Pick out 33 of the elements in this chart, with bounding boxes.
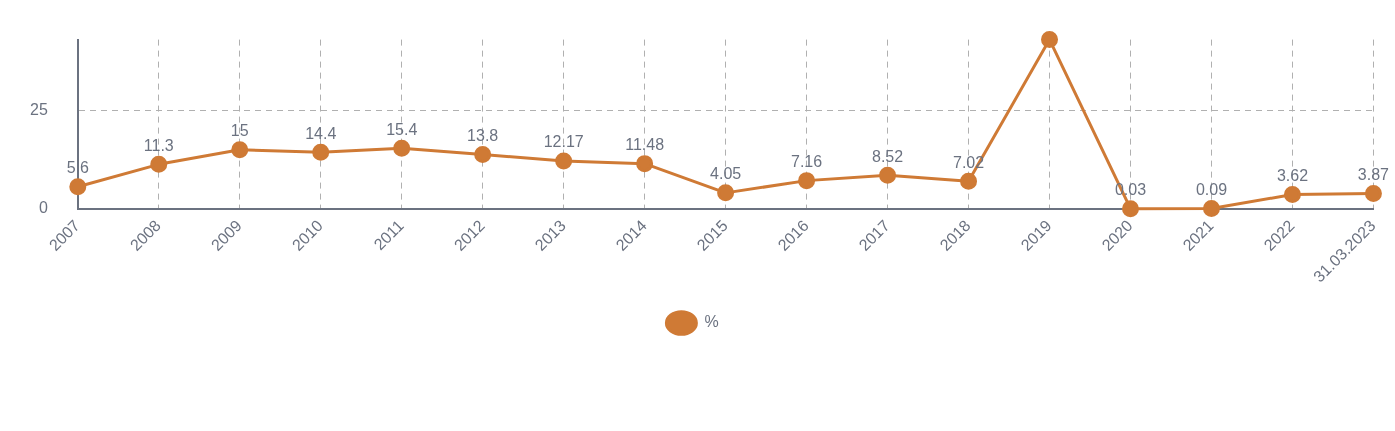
data-label: 14.4: [305, 124, 337, 142]
data-label: 0.09: [1195, 180, 1228, 198]
data-label: 8.52: [871, 147, 904, 165]
point: [393, 139, 411, 157]
data-label: 13.8: [467, 126, 499, 144]
legend-label: %: [704, 313, 719, 331]
y-tick-label: 25: [30, 100, 48, 118]
data-label: 4.05: [710, 165, 742, 183]
point: [636, 155, 654, 173]
y-tick-label: 0: [38, 199, 48, 217]
data-label: 15.4: [386, 120, 418, 138]
point: [150, 155, 168, 173]
point: [717, 184, 735, 202]
data-label: 11.48: [625, 136, 665, 154]
data-label: 3.62: [1276, 166, 1309, 184]
data-label: 15: [230, 122, 249, 140]
point: [312, 143, 330, 161]
point: [1121, 200, 1139, 218]
point: [960, 172, 978, 190]
point: [1202, 199, 1220, 217]
point: [69, 178, 87, 196]
data-label: 11.3: [143, 136, 174, 154]
point: [474, 146, 492, 163]
point: [231, 141, 249, 159]
point: [1364, 185, 1382, 203]
data-label: 12.17: [543, 133, 584, 151]
point: [555, 152, 573, 170]
point: [798, 172, 816, 190]
point: [1283, 186, 1301, 204]
data-label: 3.87: [1357, 165, 1390, 183]
data-label: 7.16: [791, 153, 823, 171]
point: [879, 166, 897, 184]
point: [1041, 31, 1059, 49]
